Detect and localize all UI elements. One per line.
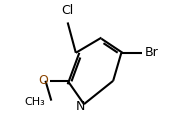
Text: Br: Br	[145, 46, 158, 59]
Text: CH₃: CH₃	[25, 97, 45, 107]
Text: N: N	[76, 100, 85, 113]
Text: O: O	[38, 74, 48, 87]
Text: Cl: Cl	[62, 4, 74, 17]
